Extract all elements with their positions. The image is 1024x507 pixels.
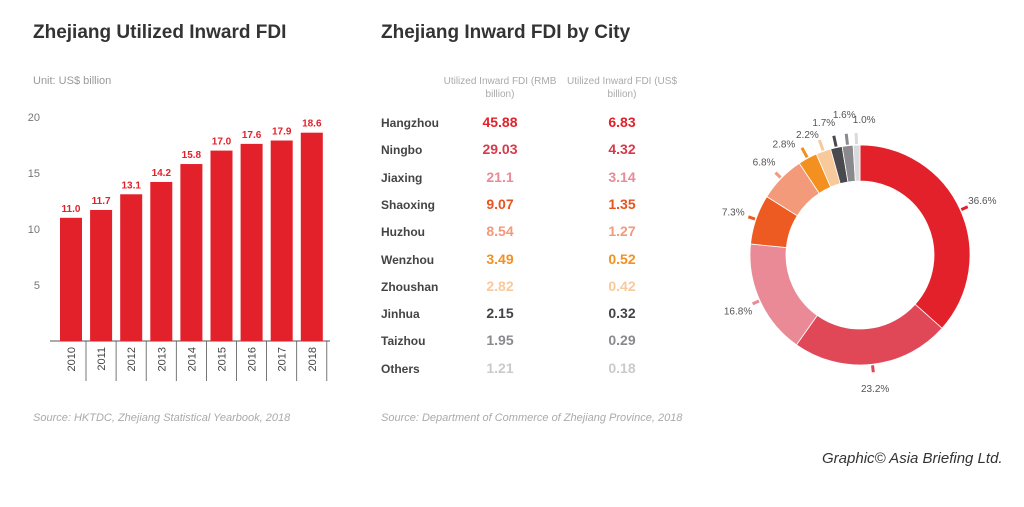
x-tick-label: 2016 [247, 347, 259, 371]
bar-source: Source: HKTDC, Zhejiang Statistical Year… [33, 412, 291, 424]
rmb-value: 8.54 [486, 223, 514, 240]
col-header-usd: Utilized Inward FDI (US$ billion) [566, 76, 678, 100]
city-name: Zhoushan [381, 279, 439, 294]
city-name: Wenzhou [381, 252, 435, 267]
leader-line [751, 299, 760, 306]
usd-value: 0.32 [608, 305, 636, 322]
bar-value-label: 18.6 [302, 119, 322, 130]
slice-label: 1.0% [853, 115, 876, 126]
city-name: Taizhou [381, 334, 426, 349]
bar-chart-title: Zhejiang Utilized Inward FDI [33, 22, 287, 43]
table-title: Zhejiang Inward FDI by City [381, 22, 631, 43]
bar-chart: 5 10 15 20 11.0 2010 11.7 2011 13.1 2012 14.2 2013 1… [28, 112, 330, 381]
rmb-value: 3.49 [486, 250, 514, 267]
usd-value: 0.52 [608, 250, 636, 267]
leader-line [844, 133, 849, 145]
bar-value-label: 13.1 [121, 180, 141, 191]
leader-line [800, 147, 809, 159]
rmb-value: 29.03 [482, 141, 518, 158]
table-source: Source: Department of Commerce of Zhejia… [381, 412, 683, 424]
usd-value: 1.27 [608, 223, 636, 240]
slice-label: 16.8% [724, 307, 752, 318]
x-tick-label: 2012 [126, 347, 138, 371]
y-tick-label: 5 [34, 280, 40, 292]
city-name: Others [381, 361, 420, 376]
usd-value: 0.18 [608, 359, 636, 376]
city-name: Ningbo [381, 143, 423, 158]
rmb-value: 2.15 [486, 305, 514, 322]
city-name: Hangzhou [381, 116, 439, 130]
bar-value-label: 15.8 [182, 150, 202, 161]
city-name: Huzhou [381, 225, 425, 240]
rmb-value: 2.82 [486, 277, 514, 294]
usd-value: 1.35 [608, 195, 636, 212]
usd-value: 0.42 [608, 277, 636, 294]
bar [240, 143, 263, 341]
leader-line [832, 135, 838, 147]
leader-line [960, 205, 969, 212]
city-name: Jinhua [381, 307, 420, 322]
bar-value-label: 17.0 [212, 137, 232, 148]
leader-line [747, 215, 756, 221]
bar [150, 181, 173, 341]
x-tick-label: 2011 [96, 347, 108, 371]
donut-slice [795, 303, 943, 366]
x-tick-label: 2017 [277, 347, 289, 371]
bar-value-label: 11.0 [62, 204, 81, 215]
donut-chart: 36.6% 23.2% 16.8% 7.3% 6.8% 2.8%2.2%1.7%1.6%1… [722, 110, 997, 395]
slice-label: 2.2% [796, 130, 819, 141]
slice-label: 2.8% [773, 140, 796, 151]
bar-value-label: 17.9 [272, 127, 292, 138]
x-tick-label: 2010 [66, 347, 78, 371]
x-tick-label: 2013 [156, 347, 168, 371]
y-tick-label: 10 [28, 224, 40, 236]
donut-slice [852, 144, 861, 182]
usd-value: 0.29 [608, 332, 636, 349]
slice-label: 23.2% [861, 384, 889, 395]
bar-value-label: 17.6 [242, 130, 262, 141]
rmb-value: 21.1 [486, 168, 514, 185]
bar [60, 217, 82, 341]
bar [90, 209, 113, 341]
x-tick-label: 2015 [217, 347, 229, 371]
usd-value: 4.32 [608, 141, 636, 158]
slice-label: 6.8% [753, 157, 776, 168]
bar [120, 194, 143, 341]
leader-line [871, 365, 875, 373]
bar-value-label: 11.7 [92, 196, 111, 207]
slice-label: 1.7% [812, 118, 835, 129]
usd-value: 6.83 [608, 114, 636, 130]
bar [300, 132, 323, 341]
slice-label: 7.3% [722, 208, 745, 219]
x-tick-label: 2018 [307, 347, 319, 371]
rmb-value: 1.21 [486, 359, 514, 376]
usd-value: 3.14 [608, 168, 636, 185]
y-tick-label: 20 [28, 112, 40, 124]
bar-value-label: 14.2 [152, 168, 172, 179]
col-header-rmb: Utilized Inward FDI (RMB billion) [443, 76, 557, 100]
city-name: Shaoxing [381, 197, 436, 212]
leader-line [774, 171, 782, 179]
rmb-value: 45.88 [482, 114, 518, 130]
bar [210, 150, 233, 341]
rmb-value: 1.95 [486, 332, 514, 349]
slice-label: 1.6% [833, 110, 856, 121]
donut-slice [859, 144, 971, 329]
city-name: Jiaxing [381, 170, 423, 185]
x-tick-label: 2014 [186, 347, 198, 371]
unit-label: Unit: US$ billion [33, 75, 112, 87]
slice-label: 36.6% [968, 196, 996, 207]
leader-line [817, 139, 825, 151]
donut-slice [749, 243, 818, 346]
rmb-value: 9.07 [486, 195, 514, 212]
y-tick-label: 15 [28, 168, 40, 180]
bar [180, 164, 203, 341]
bar [270, 140, 293, 341]
credit: Graphic© Asia Briefing Ltd. [822, 450, 1003, 467]
